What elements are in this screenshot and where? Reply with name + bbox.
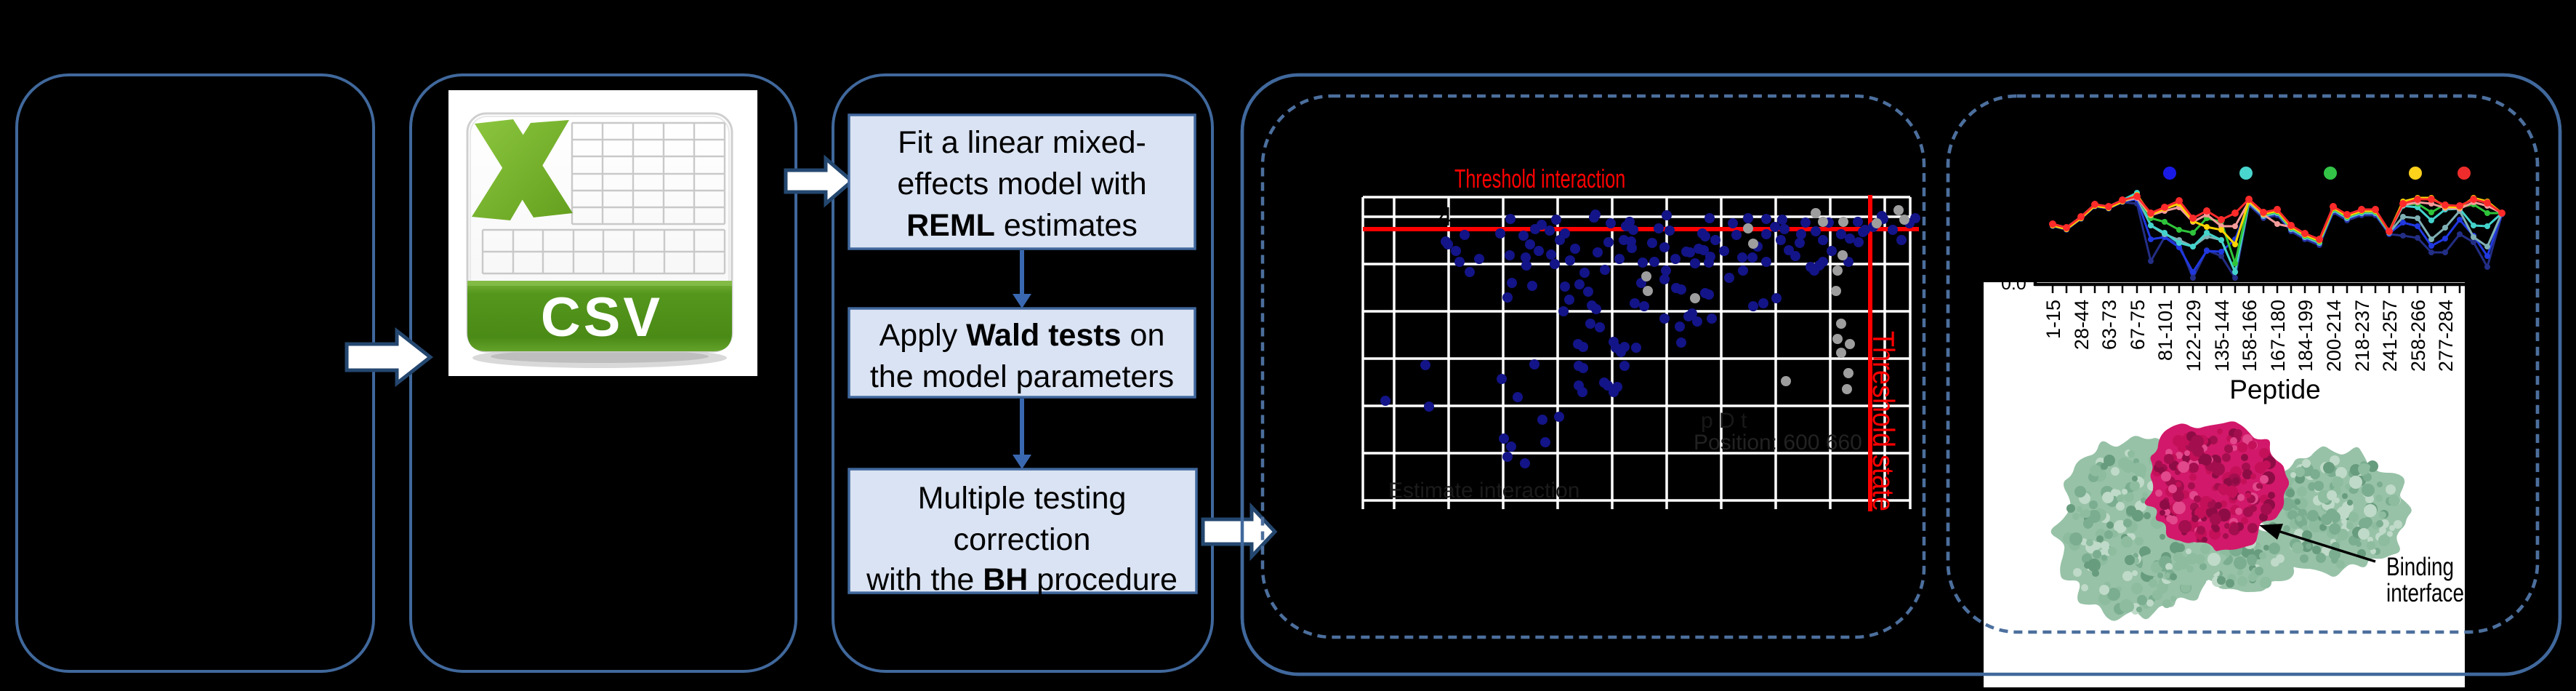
svg-text:135-144: 135-144 bbox=[2211, 300, 2233, 372]
svg-text:158-166: 158-166 bbox=[2239, 300, 2261, 372]
svg-text:Fit a linear mixed-: Fit a linear mixed- bbox=[898, 125, 1146, 160]
svg-text:Position: 600 660: Position: 600 660 bbox=[1694, 431, 1862, 455]
svg-text:200-214: 200-214 bbox=[2323, 300, 2345, 372]
svg-text:0.0: 0.0 bbox=[2001, 273, 2026, 294]
svg-text:1-15: 1-15 bbox=[2042, 300, 2064, 339]
svg-text:258-266: 258-266 bbox=[2407, 300, 2429, 372]
svg-text:184-199: 184-199 bbox=[2295, 300, 2317, 372]
svg-text:Estimate interaction: Estimate interaction bbox=[1388, 479, 1579, 503]
svg-text:81-101: 81-101 bbox=[2154, 300, 2176, 361]
svg-text:Peptide: Peptide bbox=[2229, 375, 2321, 404]
svg-text:Threshold state: Threshold state bbox=[1866, 331, 1899, 511]
svg-text:218-237: 218-237 bbox=[2351, 300, 2373, 372]
svg-text:interface: interface bbox=[2386, 578, 2464, 607]
svg-text:63-73: 63-73 bbox=[2098, 300, 2120, 350]
svg-text:CSV: CSV bbox=[541, 287, 663, 348]
svg-text:effects model with: effects model with bbox=[897, 167, 1146, 201]
svg-text:67-75: 67-75 bbox=[2127, 300, 2149, 350]
svg-text:Apply Wald tests on: Apply Wald tests on bbox=[880, 318, 1165, 353]
svg-text:the model parameters: the model parameters bbox=[870, 359, 1174, 394]
svg-text:with the BH procedure: with the BH procedure bbox=[866, 562, 1178, 597]
svg-text:4: 4 bbox=[1438, 201, 1452, 231]
svg-text:167-180: 167-180 bbox=[2267, 300, 2289, 372]
svg-text:Multiple testing: Multiple testing bbox=[918, 481, 1127, 516]
svg-text:correction: correction bbox=[954, 522, 1091, 557]
svg-text:241-257: 241-257 bbox=[2379, 300, 2401, 372]
svg-text:28-44: 28-44 bbox=[2071, 300, 2093, 350]
svg-text:REML estimates: REML estimates bbox=[906, 208, 1138, 243]
svg-text:p D t: p D t bbox=[1701, 409, 1747, 433]
svg-text:122-129: 122-129 bbox=[2183, 300, 2205, 372]
svg-text:Threshold interaction: Threshold interaction bbox=[1454, 164, 1625, 193]
svg-text:Binding: Binding bbox=[2386, 552, 2454, 581]
svg-text:277-284: 277-284 bbox=[2435, 300, 2457, 372]
